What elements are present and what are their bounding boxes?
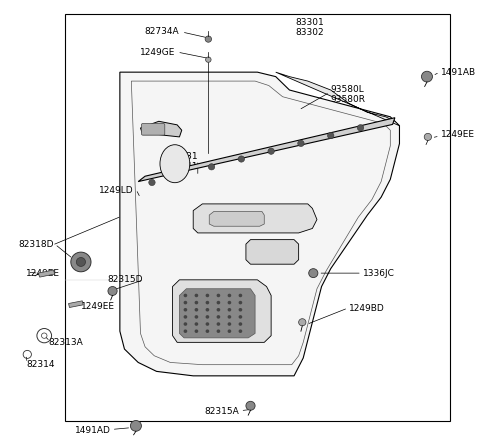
Circle shape bbox=[239, 315, 242, 319]
Text: 1491AB: 1491AB bbox=[441, 68, 476, 77]
Text: 1249LD: 1249LD bbox=[99, 186, 133, 195]
Text: 82318D: 82318D bbox=[18, 240, 53, 249]
Circle shape bbox=[194, 322, 198, 326]
Circle shape bbox=[246, 401, 255, 410]
Ellipse shape bbox=[160, 145, 190, 183]
Circle shape bbox=[108, 287, 117, 296]
Circle shape bbox=[205, 322, 209, 326]
Circle shape bbox=[228, 329, 231, 333]
Circle shape bbox=[205, 308, 209, 311]
Circle shape bbox=[183, 329, 187, 333]
Circle shape bbox=[205, 315, 209, 319]
Polygon shape bbox=[69, 301, 83, 307]
Circle shape bbox=[76, 258, 85, 267]
Circle shape bbox=[183, 301, 187, 304]
Circle shape bbox=[183, 322, 187, 326]
Circle shape bbox=[216, 308, 220, 311]
Text: 93580L
93580R: 93580L 93580R bbox=[331, 85, 366, 104]
Text: 82313A: 82313A bbox=[49, 338, 84, 347]
Circle shape bbox=[238, 156, 244, 162]
Polygon shape bbox=[209, 211, 264, 226]
Circle shape bbox=[357, 125, 364, 131]
Text: 1249GE: 1249GE bbox=[140, 47, 175, 56]
Circle shape bbox=[194, 294, 198, 297]
Circle shape bbox=[208, 164, 215, 170]
Text: 82315A: 82315A bbox=[204, 407, 239, 416]
Circle shape bbox=[216, 329, 220, 333]
Circle shape bbox=[179, 172, 185, 178]
Polygon shape bbox=[38, 270, 55, 277]
Circle shape bbox=[228, 322, 231, 326]
Polygon shape bbox=[173, 280, 271, 342]
Circle shape bbox=[183, 308, 187, 311]
Circle shape bbox=[149, 179, 155, 185]
Circle shape bbox=[309, 269, 318, 278]
Circle shape bbox=[239, 322, 242, 326]
Circle shape bbox=[424, 134, 432, 141]
Circle shape bbox=[194, 329, 198, 333]
Circle shape bbox=[205, 57, 211, 62]
Text: 82315D: 82315D bbox=[108, 276, 143, 284]
Circle shape bbox=[216, 322, 220, 326]
Polygon shape bbox=[276, 72, 399, 126]
Circle shape bbox=[194, 308, 198, 311]
Polygon shape bbox=[138, 118, 395, 181]
Circle shape bbox=[183, 294, 187, 297]
Circle shape bbox=[216, 294, 220, 297]
Text: 1249BD: 1249BD bbox=[349, 304, 385, 313]
Circle shape bbox=[228, 294, 231, 297]
Polygon shape bbox=[141, 121, 182, 137]
Text: 82314: 82314 bbox=[26, 360, 54, 369]
Circle shape bbox=[183, 315, 187, 319]
Circle shape bbox=[327, 133, 334, 139]
Polygon shape bbox=[246, 240, 299, 264]
Circle shape bbox=[205, 294, 209, 297]
Text: 1491AD: 1491AD bbox=[75, 426, 111, 435]
Text: 83301
83302: 83301 83302 bbox=[296, 18, 324, 37]
Text: 1336JC: 1336JC bbox=[363, 269, 395, 278]
Circle shape bbox=[228, 308, 231, 311]
Text: 1249EE: 1249EE bbox=[81, 302, 115, 311]
Circle shape bbox=[205, 329, 209, 333]
Polygon shape bbox=[120, 72, 399, 376]
Circle shape bbox=[239, 294, 242, 297]
Circle shape bbox=[298, 140, 304, 146]
Text: 83231
83241: 83231 83241 bbox=[169, 152, 198, 171]
Circle shape bbox=[205, 36, 212, 42]
Polygon shape bbox=[193, 204, 317, 233]
FancyBboxPatch shape bbox=[142, 124, 165, 135]
Circle shape bbox=[194, 301, 198, 304]
Circle shape bbox=[239, 329, 242, 333]
Circle shape bbox=[216, 301, 220, 304]
Circle shape bbox=[205, 301, 209, 304]
Circle shape bbox=[421, 71, 432, 82]
Circle shape bbox=[299, 319, 306, 326]
Circle shape bbox=[131, 421, 142, 431]
Text: 1249EE: 1249EE bbox=[441, 130, 475, 139]
Circle shape bbox=[71, 252, 91, 272]
Circle shape bbox=[239, 308, 242, 311]
Text: 82734A: 82734A bbox=[145, 27, 180, 36]
Polygon shape bbox=[180, 289, 255, 338]
Circle shape bbox=[228, 301, 231, 304]
Circle shape bbox=[228, 315, 231, 319]
Bar bbox=[65, 14, 450, 421]
Text: 1249EE: 1249EE bbox=[26, 269, 60, 278]
Circle shape bbox=[239, 301, 242, 304]
Circle shape bbox=[194, 315, 198, 319]
Circle shape bbox=[268, 148, 275, 154]
Circle shape bbox=[216, 315, 220, 319]
